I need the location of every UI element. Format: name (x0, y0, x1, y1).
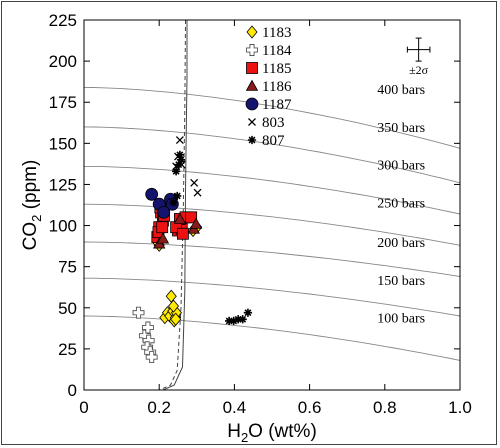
isobar-label: 100 bars (377, 312, 425, 327)
isobar-label: 200 bars (377, 236, 425, 251)
data-point-1184 (132, 306, 145, 319)
legend-label-807: 807 (262, 133, 285, 149)
x-tick-label: 0.4 (223, 398, 247, 417)
legend-label-1185: 1185 (262, 61, 291, 77)
legend-marker-803 (248, 118, 256, 126)
legend-marker-1183 (246, 25, 258, 39)
legend-label-1186: 1186 (262, 79, 292, 95)
isobar-curve (84, 277, 460, 317)
y-tick-label: 25 (58, 340, 77, 359)
data-point-1187 (145, 187, 159, 201)
data-point-1183 (170, 312, 182, 326)
data-point-1186 (189, 217, 203, 229)
data-point-1187 (157, 205, 171, 219)
data-point-807 (243, 308, 253, 317)
path-dashed (159, 20, 186, 390)
isobar-curve (84, 86, 460, 149)
x-tick-label: 0 (79, 398, 88, 417)
y-tick-label: 75 (58, 258, 77, 277)
data-point-1183 (165, 289, 177, 303)
x-tick-label: 0.2 (147, 398, 171, 417)
isobar-curve (84, 165, 460, 215)
y-tick-label: 150 (49, 134, 77, 153)
error-bar-label: ±2σ (409, 63, 429, 77)
data-point-807 (169, 198, 178, 207)
data-point-807 (234, 315, 243, 324)
isobar-curves (84, 86, 460, 361)
y-tick-label: 50 (58, 299, 77, 318)
data-point-807 (174, 160, 183, 169)
legend-marker-1186 (245, 79, 259, 91)
isobar-curve (84, 126, 460, 184)
data-point-1184 (145, 351, 158, 364)
data-point-1184 (141, 321, 154, 334)
y-tick-label: 175 (49, 93, 77, 112)
legend-marker-807 (247, 135, 257, 145)
y-tick-label: 0 (68, 381, 77, 400)
legend-marker-1184 (246, 44, 258, 56)
path-solid (162, 20, 188, 390)
legend-label-1184: 1184 (262, 43, 292, 59)
isobar-label: 250 bars (377, 196, 425, 211)
legend-label-1187: 1187 (262, 97, 292, 113)
legend-label-1183: 1183 (262, 25, 291, 41)
data-point-807 (171, 167, 181, 176)
axis-ticks: 0 0.2 0.4 0.6 0.8 1.0 0 25 50 75 100 125 150 175 200 22… (49, 11, 472, 417)
plot-area-border (83, 19, 461, 391)
data-point-803 (190, 178, 199, 187)
data-point-1185 (185, 211, 198, 224)
x-tick-label: 1.0 (448, 398, 472, 417)
isobar-label: 300 bars (377, 159, 425, 174)
x-tick-label: 0.6 (298, 398, 322, 417)
data-point-1185 (176, 227, 189, 240)
data-point-803 (175, 136, 184, 145)
legend-marker-1185 (246, 62, 258, 74)
data-point-1185 (156, 221, 169, 234)
isobar-label: 400 bars (377, 83, 425, 98)
data-point-1186 (173, 212, 187, 224)
data-point-807 (173, 191, 182, 201)
legend: 1183 1184 1185 1186 1187 803 807 (245, 25, 292, 149)
data-point-807 (238, 315, 247, 324)
isobar-curve (84, 203, 460, 246)
data-point-1186 (156, 232, 170, 244)
x-axis-label: H2O (wt%) (227, 421, 317, 445)
data-point-807 (229, 316, 238, 326)
y-tick-label: 225 (49, 11, 77, 30)
y-tick-label: 100 (49, 217, 77, 236)
isobar-curve (84, 241, 460, 277)
legend-marker-1187 (245, 97, 259, 111)
data-point-1183 (167, 299, 180, 313)
data-points (132, 136, 253, 364)
degassing-paths (159, 20, 188, 390)
y-axis-label: CO2 (ppm) (20, 160, 44, 251)
data-point-807 (175, 150, 185, 159)
data-point-807 (225, 316, 234, 326)
isobar-labels: 400 bars 350 bars 300 bars 250 bars 200 bars… (377, 83, 425, 327)
data-point-803 (193, 188, 202, 197)
y-tick-label: 125 (49, 175, 77, 194)
isobar-label: 150 bars (377, 274, 425, 289)
error-bar-indicator: ±2σ (406, 37, 431, 77)
isobar-label: 350 bars (377, 121, 425, 136)
data-point-807 (176, 155, 186, 164)
legend-label-803: 803 (262, 115, 285, 131)
y-tick-label: 200 (49, 52, 77, 71)
isobar-curve (84, 315, 460, 361)
x-tick-label: 0.8 (373, 398, 397, 417)
